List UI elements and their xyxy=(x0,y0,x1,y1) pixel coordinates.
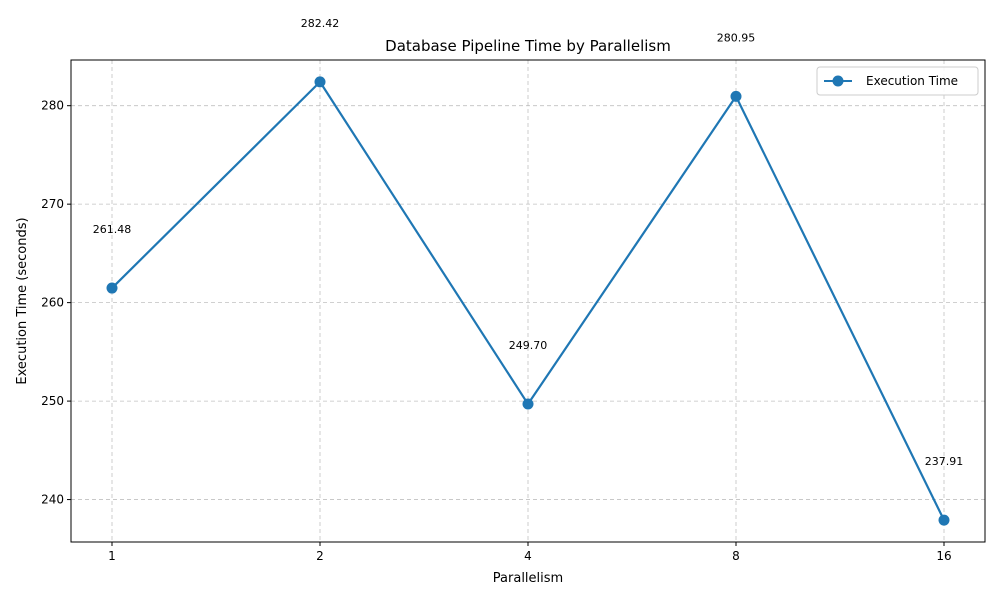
y-tick-label: 260 xyxy=(41,296,64,310)
data-label: 261.48 xyxy=(93,223,132,236)
data-point xyxy=(522,398,534,410)
legend-label: Execution Time xyxy=(866,74,958,88)
x-axis-label: Parallelism xyxy=(493,571,563,586)
y-tick-label: 270 xyxy=(41,197,64,211)
x-axis-ticks: 1 2 4 8 16 xyxy=(108,542,952,563)
legend-box xyxy=(816,66,979,96)
x-tick-label: 2 xyxy=(316,549,324,563)
y-axis-label: Execution Time (seconds) xyxy=(15,217,30,384)
y-tick-label: 240 xyxy=(41,493,64,507)
data-label: 282.42 xyxy=(301,17,340,30)
series-layer xyxy=(106,76,950,526)
data-point xyxy=(106,282,118,294)
data-point xyxy=(730,90,742,102)
legend-marker-swatch xyxy=(832,75,844,87)
data-label: 249.70 xyxy=(509,339,548,352)
data-labels: 261.48 282.42 249.70 280.95 237.91 xyxy=(93,17,964,468)
grid-lines xyxy=(71,60,985,542)
y-tick-label: 250 xyxy=(41,394,64,408)
y-axis-ticks: 240 250 260 270 280 xyxy=(41,99,71,507)
chart-title: Database Pipeline Time by Parallelism xyxy=(385,37,671,55)
x-tick-label: 8 xyxy=(732,549,740,563)
x-tick-label: 16 xyxy=(936,549,951,563)
x-tick-label: 4 xyxy=(524,549,532,563)
data-point xyxy=(938,514,950,526)
legend: Execution Time xyxy=(816,66,979,96)
x-tick-label: 1 xyxy=(108,549,116,563)
y-tick-label: 280 xyxy=(41,99,64,113)
data-label: 280.95 xyxy=(717,31,756,44)
data-label: 237.91 xyxy=(925,455,964,468)
data-point xyxy=(314,76,326,88)
